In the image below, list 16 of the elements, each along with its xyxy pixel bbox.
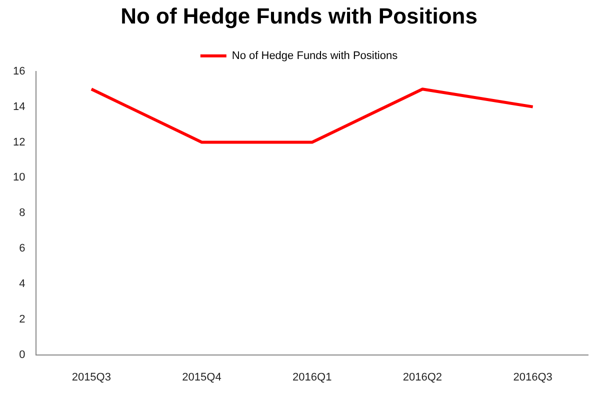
y-tick-label: 14: [12, 100, 26, 113]
y-tick-label: 10: [12, 172, 26, 184]
chart-title: No of Hedge Funds with Positions: [120, 3, 478, 28]
y-tick-label: 2: [19, 313, 26, 326]
x-tick-label: 2016Q1: [292, 371, 332, 384]
x-tick-label: 2015Q3: [72, 371, 111, 384]
y-tick-label: 8: [19, 207, 26, 220]
y-tick-label: 16: [12, 65, 26, 78]
x-tick-label: 2016Q3: [513, 371, 552, 384]
legend-label: No of Hedge Funds with Positions: [232, 50, 398, 62]
x-tick-label: 2016Q2: [402, 371, 442, 384]
y-tick-label: 6: [19, 242, 26, 255]
y-tick-label: 0: [19, 348, 26, 361]
y-tick-label: 4: [19, 278, 26, 290]
x-tick-label: 2015Q4: [182, 371, 222, 384]
y-tick-label: 12: [12, 136, 26, 148]
